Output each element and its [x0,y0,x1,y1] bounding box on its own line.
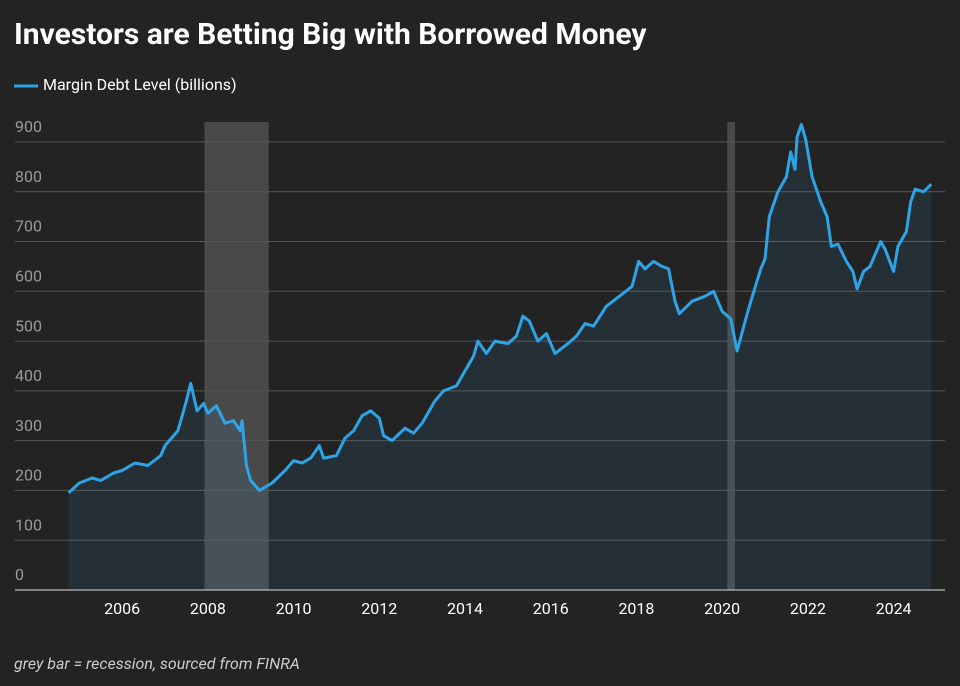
chart-title: Investors are Betting Big with Borrowed … [14,17,647,52]
recession-bar [204,122,269,590]
area [68,124,932,590]
y-tick-label: 600 [15,266,42,285]
y-tick-label: 400 [15,366,42,385]
y-tick-label: 200 [15,466,42,485]
recession-bar [727,122,735,590]
y-tick-label: 500 [15,316,42,335]
x-tick-label: 2010 [276,599,312,618]
x-tick-label: 2018 [618,599,654,618]
y-tick-label: 100 [15,515,42,534]
x-tick-label: 2024 [876,599,912,618]
footnote: grey bar = recession, sourced from FINRA [14,654,300,673]
x-tick-label: 2014 [447,599,483,618]
line [67,123,933,495]
x-tick-label: 2022 [790,599,826,618]
y-tick-label: 800 [15,167,42,186]
x-tick-label: 2020 [704,599,740,618]
x-tick-label: 2008 [190,599,226,618]
y-tick-label: 0 [15,565,24,584]
legend-label: Margin Debt Level (billions) [43,75,237,94]
y-tick-label: 300 [15,416,42,435]
x-tick-label: 2016 [533,599,569,618]
y-tick-label: 900 [15,117,42,136]
x-tick-label: 2012 [361,599,397,618]
x-tick-label: 2006 [104,599,140,618]
y-tick-label: 700 [15,217,42,236]
